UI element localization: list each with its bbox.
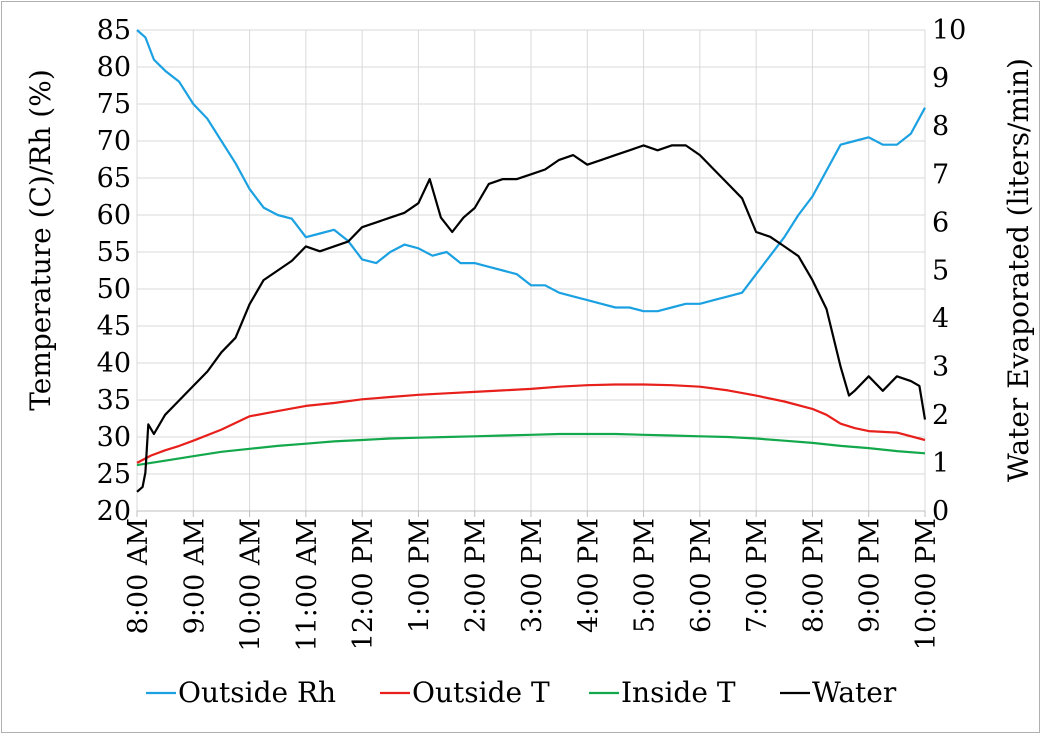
x-tick-label-3: 11:00 AM xyxy=(292,518,323,652)
series-line-inside-t xyxy=(136,432,926,467)
x-tick-label-9: 5:00 PM xyxy=(630,518,661,633)
y-tick-left-5: 45 xyxy=(97,311,131,342)
x-tick-label-11: 7:00 PM xyxy=(742,518,773,633)
y-tick-left-1: 25 xyxy=(97,459,131,490)
y-tick-right-6: 6 xyxy=(932,207,949,238)
y-tick-left-3: 35 xyxy=(97,385,131,416)
x-tick-label-6: 2:00 PM xyxy=(461,518,492,633)
y-tick-left-8: 60 xyxy=(97,200,131,231)
y-tick-left-4: 40 xyxy=(97,348,131,379)
y-tick-right-8: 8 xyxy=(932,111,949,142)
legend-label-outside-t: Outside T xyxy=(412,676,550,709)
y-axis-left-title: Temperature (C)/Rh (%) xyxy=(24,69,57,411)
series-lines xyxy=(136,29,927,493)
x-tick-label-14: 10:00 PM xyxy=(911,518,942,650)
x-tick-label-8: 4:00 PM xyxy=(573,518,604,633)
y-tick-left-0: 20 xyxy=(97,496,131,527)
y-tick-right-3: 3 xyxy=(932,352,949,383)
legend-label-outside-rh: Outside Rh xyxy=(178,676,336,709)
x-tick-label-2: 10:00 AM xyxy=(236,518,267,652)
y-tick-right-2: 2 xyxy=(932,400,949,431)
y-tick-left-12: 80 xyxy=(97,52,131,83)
series-line-outside-t xyxy=(136,383,926,464)
y-axis-left-ticks: 20 25 30 35 40 45 50 55 60 65 70 75 80 85 xyxy=(97,15,131,527)
series-line-outside-rh xyxy=(136,29,926,313)
y-tick-left-11: 75 xyxy=(97,89,131,120)
y-tick-left-2: 30 xyxy=(97,422,131,453)
x-axis-ticks: 8:00 AM 9:00 AM 10:00 AM 11:00 AM 12:00 PM 1:… xyxy=(123,518,942,652)
series-line-water xyxy=(136,144,927,493)
y-tick-right-1: 1 xyxy=(932,448,949,479)
y-tick-right-5: 5 xyxy=(932,256,949,287)
x-tick-label-7: 3:00 PM xyxy=(517,518,548,633)
x-tick-label-4: 12:00 PM xyxy=(348,518,379,650)
y-axis-right-title: Water Evaporated (liters/min) xyxy=(1002,58,1035,482)
y-tick-right-9: 9 xyxy=(932,63,949,94)
y-tick-right-10: 10 xyxy=(932,15,966,46)
grid-lines xyxy=(136,29,926,517)
y-tick-left-7: 55 xyxy=(97,237,131,268)
y-tick-left-9: 65 xyxy=(97,163,131,194)
legend: Outside Rh Outside T Inside T Water xyxy=(146,676,897,709)
y-tick-right-0: 0 xyxy=(932,496,949,527)
x-tick-label-0: 8:00 AM xyxy=(123,518,154,634)
x-tick-label-13: 9:00 PM xyxy=(855,518,886,633)
y-tick-left-13: 85 xyxy=(97,15,131,46)
x-tick-label-12: 8:00 PM xyxy=(798,518,829,633)
x-tick-label-1: 9:00 AM xyxy=(179,518,210,634)
legend-label-inside-t: Inside T xyxy=(621,676,736,709)
x-tick-label-10: 6:00 PM xyxy=(686,518,717,633)
y-tick-left-6: 50 xyxy=(97,274,131,305)
x-tick-label-5: 1:00 PM xyxy=(404,518,435,633)
y-tick-right-4: 4 xyxy=(932,304,949,335)
legend-label-water: Water xyxy=(812,676,897,709)
y-axis-right-ticks: 0 1 2 3 4 5 6 7 8 9 10 xyxy=(932,15,966,527)
y-tick-left-10: 70 xyxy=(97,126,131,157)
y-tick-right-7: 7 xyxy=(932,159,949,190)
